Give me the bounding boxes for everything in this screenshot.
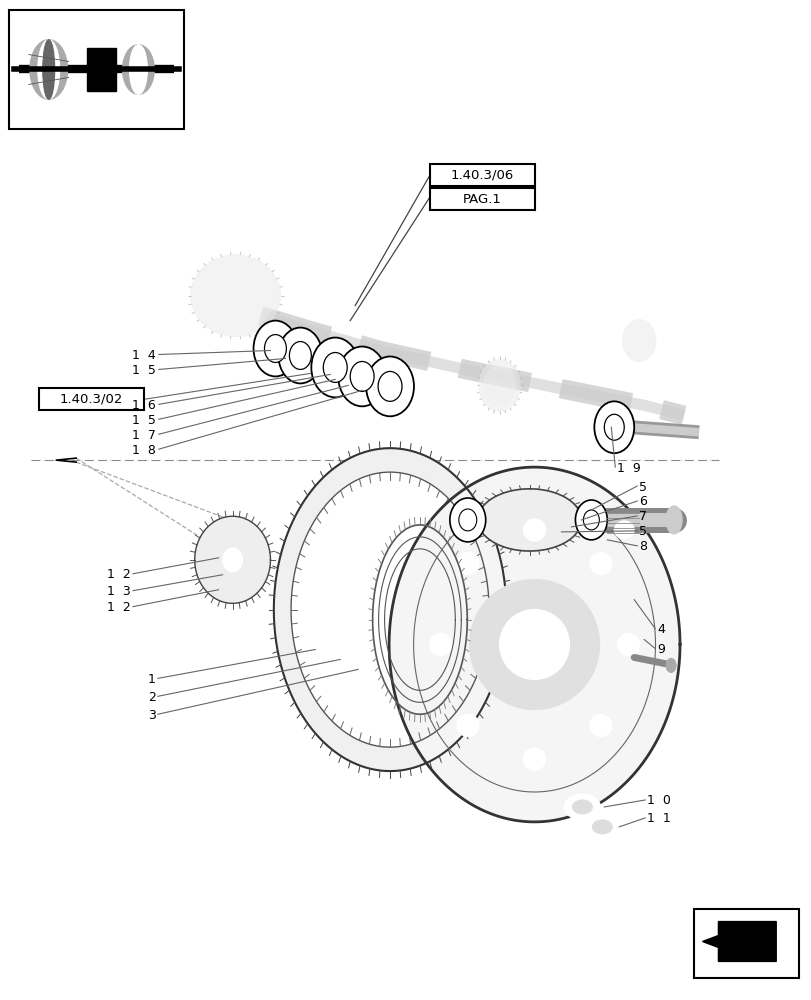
Bar (693, 909, 798, 978)
Ellipse shape (449, 498, 485, 542)
Ellipse shape (594, 401, 633, 453)
Text: 1: 1 (148, 673, 156, 686)
Ellipse shape (584, 814, 620, 840)
Ellipse shape (378, 371, 401, 401)
Ellipse shape (323, 353, 347, 382)
Ellipse shape (483, 365, 515, 405)
Ellipse shape (338, 347, 385, 406)
Text: 7: 7 (638, 510, 646, 523)
Ellipse shape (350, 361, 374, 391)
Text: 5: 5 (638, 525, 646, 538)
Text: 1  9: 1 9 (616, 462, 640, 475)
Bar (10, 10, 183, 129)
Text: 5: 5 (638, 481, 646, 494)
Text: 4: 4 (656, 623, 664, 636)
Ellipse shape (289, 342, 311, 369)
Bar (429, 188, 534, 210)
Ellipse shape (592, 820, 611, 834)
Ellipse shape (614, 521, 633, 539)
Ellipse shape (38, 40, 60, 99)
Text: 1  8: 1 8 (132, 444, 156, 457)
Ellipse shape (253, 321, 297, 376)
Ellipse shape (222, 548, 242, 572)
Ellipse shape (457, 553, 478, 574)
Ellipse shape (499, 610, 569, 679)
Ellipse shape (590, 553, 611, 574)
Ellipse shape (590, 715, 611, 737)
Ellipse shape (617, 634, 639, 655)
Polygon shape (290, 472, 488, 747)
Ellipse shape (278, 328, 322, 383)
Text: 1  0: 1 0 (646, 794, 670, 807)
Text: 1.40.3/02: 1.40.3/02 (60, 393, 123, 406)
Text: 1  2: 1 2 (107, 601, 131, 614)
Ellipse shape (122, 45, 154, 94)
Polygon shape (388, 467, 679, 822)
Text: 2: 2 (148, 691, 156, 704)
Text: 1.40.3/06: 1.40.3/06 (450, 169, 513, 182)
Ellipse shape (523, 748, 545, 770)
Polygon shape (702, 922, 775, 961)
Ellipse shape (347, 589, 363, 611)
Ellipse shape (478, 359, 520, 411)
Polygon shape (195, 516, 270, 603)
Ellipse shape (582, 510, 599, 530)
Ellipse shape (429, 634, 451, 655)
Text: 1  4: 1 4 (132, 349, 156, 362)
Ellipse shape (625, 325, 651, 356)
Ellipse shape (129, 45, 148, 94)
Ellipse shape (43, 40, 54, 99)
Ellipse shape (470, 580, 599, 709)
Ellipse shape (366, 356, 414, 416)
Bar (87, 48, 116, 91)
Ellipse shape (603, 414, 624, 440)
Ellipse shape (572, 800, 592, 814)
Text: 1  7: 1 7 (132, 429, 156, 442)
Ellipse shape (264, 335, 286, 362)
Text: 6: 6 (638, 495, 646, 508)
Ellipse shape (311, 338, 358, 397)
Bar (429, 164, 534, 186)
Ellipse shape (665, 506, 681, 534)
Text: 1  3: 1 3 (107, 585, 131, 598)
Ellipse shape (191, 255, 280, 337)
Ellipse shape (523, 519, 545, 541)
Ellipse shape (30, 40, 67, 99)
Polygon shape (477, 489, 581, 551)
Ellipse shape (197, 261, 273, 331)
Ellipse shape (575, 500, 607, 540)
Text: 3: 3 (148, 709, 156, 722)
Text: 9: 9 (656, 643, 664, 656)
Ellipse shape (328, 649, 341, 669)
Ellipse shape (303, 327, 318, 349)
Text: 1  6: 1 6 (132, 399, 156, 412)
Ellipse shape (457, 715, 478, 737)
Ellipse shape (622, 320, 655, 361)
Text: 1  5: 1 5 (132, 364, 156, 377)
Ellipse shape (305, 331, 315, 345)
Text: 8: 8 (638, 540, 646, 553)
Ellipse shape (665, 658, 676, 672)
Text: 1  2: 1 2 (107, 568, 131, 581)
Ellipse shape (564, 794, 599, 820)
Bar (39, 388, 144, 410)
Ellipse shape (458, 509, 476, 531)
Polygon shape (273, 448, 506, 771)
Text: PAG.1: PAG.1 (462, 193, 501, 206)
Text: 1  5: 1 5 (132, 414, 156, 427)
Text: 1  1: 1 1 (646, 812, 670, 825)
